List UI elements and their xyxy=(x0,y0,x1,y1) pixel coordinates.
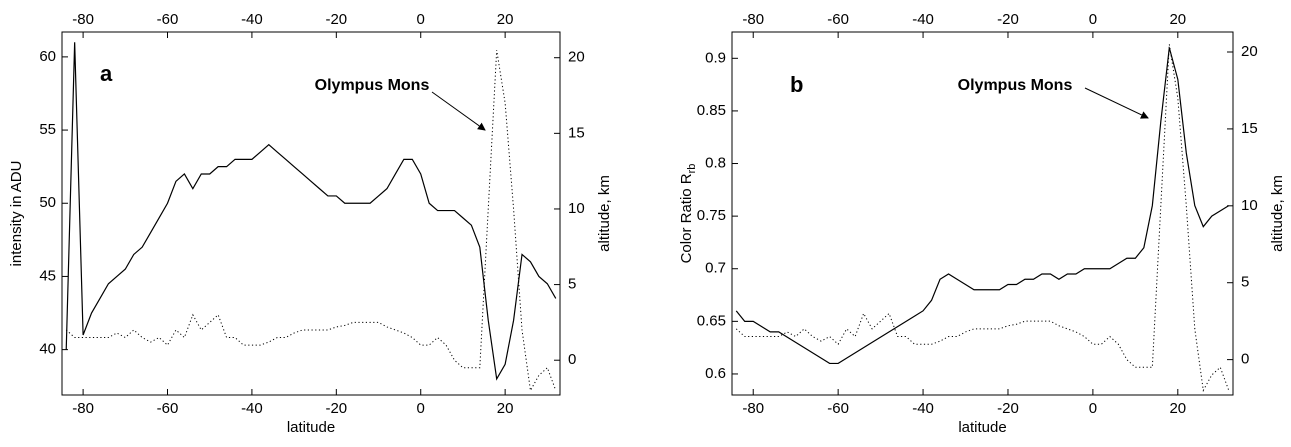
annotation: Olympus Mons xyxy=(315,77,430,94)
y2-tick-label: 0 xyxy=(568,351,576,368)
y-tick-label: 40 xyxy=(39,341,56,358)
data-line xyxy=(65,42,557,381)
panel-label: a xyxy=(100,61,113,86)
x-tick-label: 0 xyxy=(417,400,425,417)
x-tick-label: -20 xyxy=(325,400,347,417)
y2-tick-label: 20 xyxy=(568,49,585,66)
x-tick-label: 20 xyxy=(1169,400,1186,417)
x-tick-label: -80 xyxy=(72,400,94,417)
y-tick-label: 50 xyxy=(39,194,56,211)
y-tick-label: 0.85 xyxy=(697,102,726,119)
x-tick-label-top: -20 xyxy=(325,11,347,28)
x-tick-label-top: 0 xyxy=(1089,11,1097,28)
x-tick-label: 20 xyxy=(497,400,514,417)
annotation-arrow xyxy=(431,91,486,131)
altitude-line xyxy=(65,50,557,393)
x-tick-label-top: -20 xyxy=(997,11,1019,28)
y-tick-label: 0.9 xyxy=(705,49,726,66)
y2-tick-label: 5 xyxy=(568,276,576,293)
y2-tick-label: 10 xyxy=(568,200,585,217)
y2-tick-label: 5 xyxy=(1241,274,1249,291)
annotation: Olympus Mons xyxy=(958,77,1073,94)
x-tick-label-top: -40 xyxy=(241,11,263,28)
x-tick-label-top: 20 xyxy=(497,11,514,28)
panel: -80 -80 -60 -60 -40 -40 -20 -20 0 0 20 20 0.6 0.65 0.7… xyxy=(678,11,1286,436)
x-axis-label: latitude xyxy=(958,419,1006,436)
altitude-line xyxy=(735,44,1230,392)
x-tick-label-top: -40 xyxy=(912,11,934,28)
x-tick-label: -40 xyxy=(241,400,263,417)
y-tick-label: 0.8 xyxy=(705,154,726,171)
y-tick-label: 0.75 xyxy=(697,207,726,224)
x-tick-label-top: -80 xyxy=(742,11,764,28)
x-tick-label-top: 0 xyxy=(417,11,425,28)
y-tick-label: 55 xyxy=(39,121,56,138)
y2-tick-label: 15 xyxy=(1241,120,1258,137)
x-tick-label-top: -60 xyxy=(827,11,849,28)
x-axis-label: latitude xyxy=(287,419,335,436)
x-tick-label: 0 xyxy=(1089,400,1097,417)
y2-tick-label: 15 xyxy=(568,124,585,141)
y-tick-label: 60 xyxy=(39,48,56,65)
annotation-arrow xyxy=(1084,87,1149,119)
x-tick-label: -60 xyxy=(827,400,849,417)
y2-tick-label: 10 xyxy=(1241,197,1258,214)
x-tick-label-top: -80 xyxy=(72,11,94,28)
plot-frame xyxy=(61,31,561,396)
y-axis-label-text: intensity in ADU xyxy=(8,161,25,267)
y-tick-label: 0.65 xyxy=(697,312,726,329)
y2-axis-label: altitude, km xyxy=(1269,175,1286,252)
x-tick-label: -60 xyxy=(157,400,179,417)
y2-tick-label: 20 xyxy=(1241,43,1258,60)
y-tick-label: 0.7 xyxy=(705,260,726,277)
y2-axis-label: altitude, km xyxy=(596,175,613,252)
y-tick-label: 45 xyxy=(39,267,56,284)
panel-label: b xyxy=(790,72,803,97)
x-tick-label-top: -60 xyxy=(157,11,179,28)
data-line xyxy=(735,47,1230,365)
y2-tick-label: 0 xyxy=(1241,351,1249,368)
panel: -80-80-60-60-40-40-20-200020204045505560… xyxy=(8,11,613,436)
x-tick-label: -40 xyxy=(912,400,934,417)
x-tick-label: -80 xyxy=(742,400,764,417)
y-axis-label: Color Ratio Rrb xyxy=(678,164,698,264)
x-tick-label: -20 xyxy=(997,400,1019,417)
x-tick-label-top: 20 xyxy=(1169,11,1186,28)
y-axis-label: intensity in ADU xyxy=(8,161,25,267)
y-axis-label-subscript: rb xyxy=(686,164,698,174)
y-axis-label-text: Color Ratio R xyxy=(678,173,695,263)
y-tick-label: 0.6 xyxy=(705,365,726,382)
plot-frame xyxy=(731,31,1234,396)
